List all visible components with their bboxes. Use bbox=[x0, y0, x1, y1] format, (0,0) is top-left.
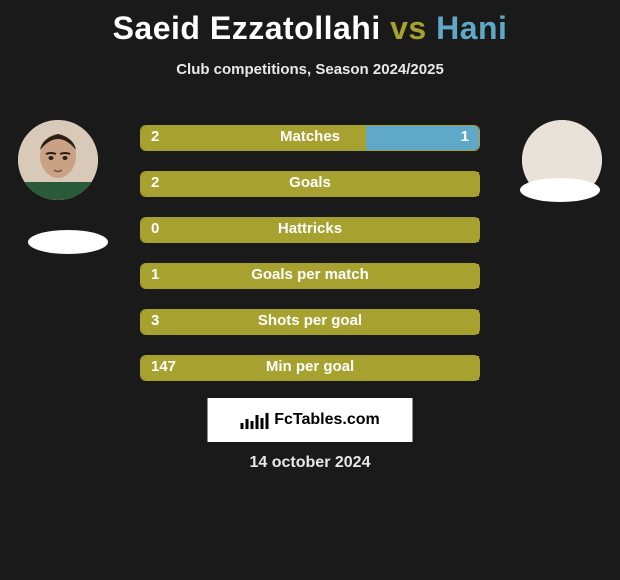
page-title: Saeid Ezzatollahi vs Hani bbox=[0, 0, 620, 47]
stat-row: 147Min per goal bbox=[140, 355, 480, 381]
player1-club-badge bbox=[28, 230, 108, 254]
stat-rows: 21Matches 2Goals 0Hattricks 1Goals per matc… bbox=[140, 125, 480, 401]
site-name: FcTables.com bbox=[274, 411, 380, 429]
stat-row: 2Goals bbox=[140, 171, 480, 197]
stat-label: Matches bbox=[141, 128, 479, 145]
stat-label: Goals per match bbox=[141, 266, 479, 283]
stat-row: 21Matches bbox=[140, 125, 480, 151]
footer-date: 14 october 2024 bbox=[0, 454, 620, 472]
player2-name: Hani bbox=[436, 10, 507, 46]
stat-label: Shots per goal bbox=[141, 312, 479, 329]
stat-row: 3Shots per goal bbox=[140, 309, 480, 335]
stat-row: 0Hattricks bbox=[140, 217, 480, 243]
site-badge: FcTables.com bbox=[208, 398, 413, 442]
stat-label: Goals bbox=[141, 174, 479, 191]
stat-label: Hattricks bbox=[141, 220, 479, 237]
vs-text: vs bbox=[390, 10, 427, 46]
chart-icon bbox=[240, 411, 268, 429]
player1-avatar bbox=[18, 120, 98, 200]
player1-name: Saeid Ezzatollahi bbox=[113, 10, 381, 46]
stat-label: Min per goal bbox=[141, 358, 479, 375]
stat-row: 1Goals per match bbox=[140, 263, 480, 289]
player2-club-badge bbox=[520, 178, 600, 202]
subtitle: Club competitions, Season 2024/2025 bbox=[0, 61, 620, 78]
